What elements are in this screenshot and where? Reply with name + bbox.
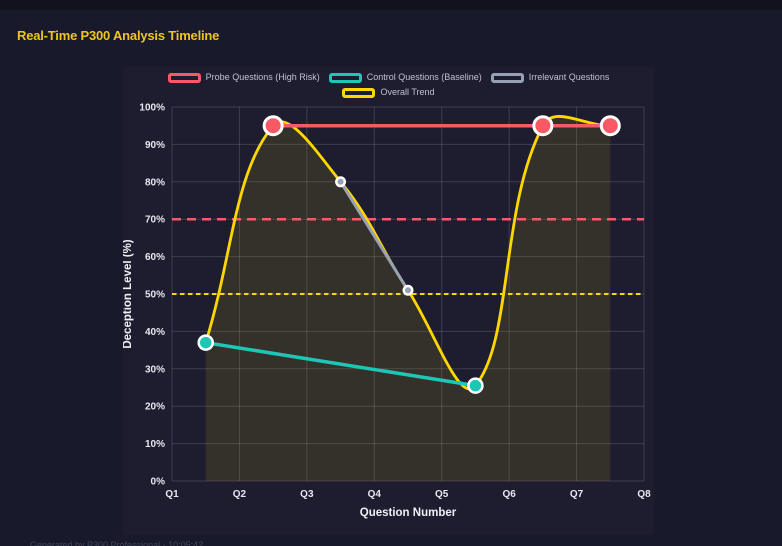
- series-1: [197, 334, 484, 394]
- y-tick-label: 70%: [145, 215, 165, 226]
- legend-row: Probe Questions (High Risk) Control Quest…: [123, 72, 654, 83]
- legend-swatch-icon: [342, 87, 376, 98]
- x-tick-label: Q2: [233, 489, 247, 500]
- footer-note: Generated by P300 Professional - 10:05:4…: [30, 540, 204, 546]
- y-tick-label: 90%: [145, 140, 165, 151]
- x-tick-label: Q7: [570, 489, 584, 500]
- y-tick-label: 10%: [145, 439, 165, 450]
- data-point-series-0[interactable]: [532, 115, 554, 137]
- y-tick-label: 30%: [145, 364, 165, 375]
- x-tick-label: Q4: [368, 489, 382, 500]
- y-tick-label: 50%: [145, 290, 165, 301]
- legend-item[interactable]: Overall Trend: [342, 87, 435, 98]
- data-point-series-1[interactable]: [467, 377, 484, 394]
- legend-row: Overall Trend: [123, 87, 654, 98]
- y-tick-label: 80%: [145, 177, 165, 188]
- x-tick-label: Q1: [165, 489, 179, 500]
- y-tick-label: 40%: [145, 327, 165, 338]
- data-point-series-1[interactable]: [197, 334, 214, 351]
- x-axis-title: Question Number: [360, 507, 457, 519]
- legend-item[interactable]: Probe Questions (High Risk): [167, 72, 320, 83]
- y-tick-label: 0%: [151, 477, 166, 488]
- legend-label: Overall Trend: [380, 87, 435, 97]
- x-tick-label: Q8: [637, 489, 651, 500]
- legend-swatch-icon: [490, 72, 524, 83]
- legend-swatch-icon: [328, 72, 362, 83]
- data-point-series-0[interactable]: [599, 115, 621, 137]
- y-tick-label: 60%: [145, 252, 165, 263]
- data-point-series-2[interactable]: [402, 284, 414, 296]
- x-tick-label: Q6: [502, 489, 516, 500]
- series-line-1: [203, 340, 478, 388]
- chart-panel: Probe Questions (High Risk) Control Quest…: [123, 67, 654, 535]
- data-point-series-2[interactable]: [335, 176, 347, 188]
- chart-canvas[interactable]: 0%10%20%30%40%50%60%70%80%90%100%Q1 Q2 Q3 Q…: [123, 67, 654, 530]
- legend-item[interactable]: Control Questions (Baseline): [328, 72, 482, 83]
- y-tick-label: 100%: [139, 103, 165, 114]
- data-point-series-0[interactable]: [262, 115, 284, 137]
- series-0: [262, 115, 621, 137]
- y-axis-ticks: 0% 10% 20% 30% 40% 50% 60% 70% 80% 90% 100%: [139, 103, 165, 488]
- x-tick-label: Q5: [435, 489, 449, 500]
- series-area-3: [205, 116, 611, 481]
- legend-label: Control Questions (Baseline): [366, 72, 482, 82]
- legend-label: Irrelevant Questions: [528, 72, 610, 82]
- series-2: [335, 176, 414, 296]
- y-axis-title: Deception Level (%): [123, 239, 134, 348]
- series-line-2: [339, 180, 410, 292]
- legend-label: Probe Questions (High Risk): [205, 72, 320, 82]
- x-axis-ticks: Q1 Q2 Q3 Q4 Q5 Q6 Q7 Q8: [165, 489, 651, 500]
- legend-item[interactable]: Irrelevant Questions: [490, 72, 610, 83]
- top-window-strip: [0, 0, 782, 10]
- legend-swatch-icon: [167, 72, 201, 83]
- y-tick-label: 20%: [145, 402, 165, 413]
- chart-legend: Probe Questions (High Risk) Control Quest…: [123, 72, 654, 98]
- x-tick-label: Q3: [300, 489, 314, 500]
- page-title: Real-Time P300 Analysis Timeline: [17, 28, 220, 43]
